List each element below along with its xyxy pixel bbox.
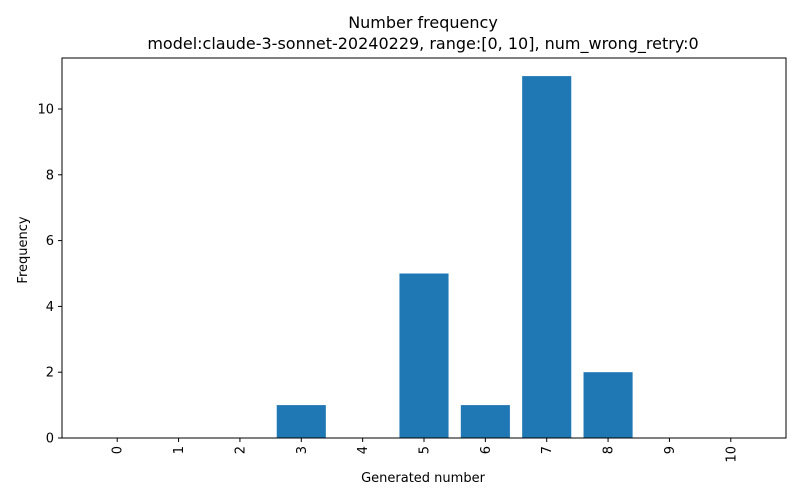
bar-7 bbox=[522, 76, 572, 438]
y-axis-label: Frequency bbox=[16, 216, 31, 283]
y-tick-label: 2 bbox=[46, 366, 54, 381]
x-tick-label: 9 bbox=[663, 446, 678, 454]
chart-title: Number frequency bbox=[348, 13, 498, 32]
x-tick-label: 3 bbox=[295, 446, 310, 454]
y-tick-label: 4 bbox=[46, 300, 54, 315]
x-tick-label: 0 bbox=[111, 446, 126, 454]
bar-3 bbox=[276, 405, 326, 438]
x-tick-label: 1 bbox=[172, 446, 187, 454]
x-axis-ticks: 0 1 2 3 4 5 6 7 8 9 10 bbox=[111, 438, 739, 463]
y-tick-label: 0 bbox=[46, 432, 54, 447]
x-tick-label: 8 bbox=[602, 446, 617, 454]
bar-5 bbox=[399, 273, 449, 438]
y-tick-label: 10 bbox=[37, 102, 54, 117]
x-tick-label: 4 bbox=[356, 446, 371, 454]
x-tick-label: 6 bbox=[479, 446, 494, 454]
y-axis-ticks: 0 2 4 6 8 10 bbox=[37, 102, 62, 447]
bar-6 bbox=[460, 405, 510, 438]
x-tick-label: 2 bbox=[233, 446, 248, 454]
y-tick-label: 8 bbox=[46, 168, 54, 183]
x-axis-label: Generated number bbox=[361, 471, 485, 486]
chart-subtitle: model:claude-3-sonnet-20240229, range:[0… bbox=[147, 34, 698, 54]
y-tick-label: 6 bbox=[46, 234, 54, 249]
bar-8 bbox=[583, 372, 633, 438]
bars-group bbox=[276, 76, 633, 438]
x-tick-label: 7 bbox=[540, 446, 555, 454]
x-tick-label: 10 bbox=[724, 446, 739, 463]
plot-frame bbox=[61, 57, 787, 439]
x-tick-label: 5 bbox=[418, 446, 433, 454]
